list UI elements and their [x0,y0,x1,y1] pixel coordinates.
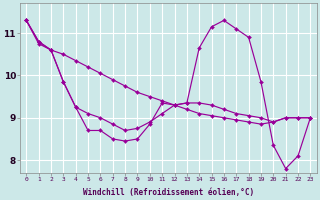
X-axis label: Windchill (Refroidissement éolien,°C): Windchill (Refroidissement éolien,°C) [83,188,254,197]
